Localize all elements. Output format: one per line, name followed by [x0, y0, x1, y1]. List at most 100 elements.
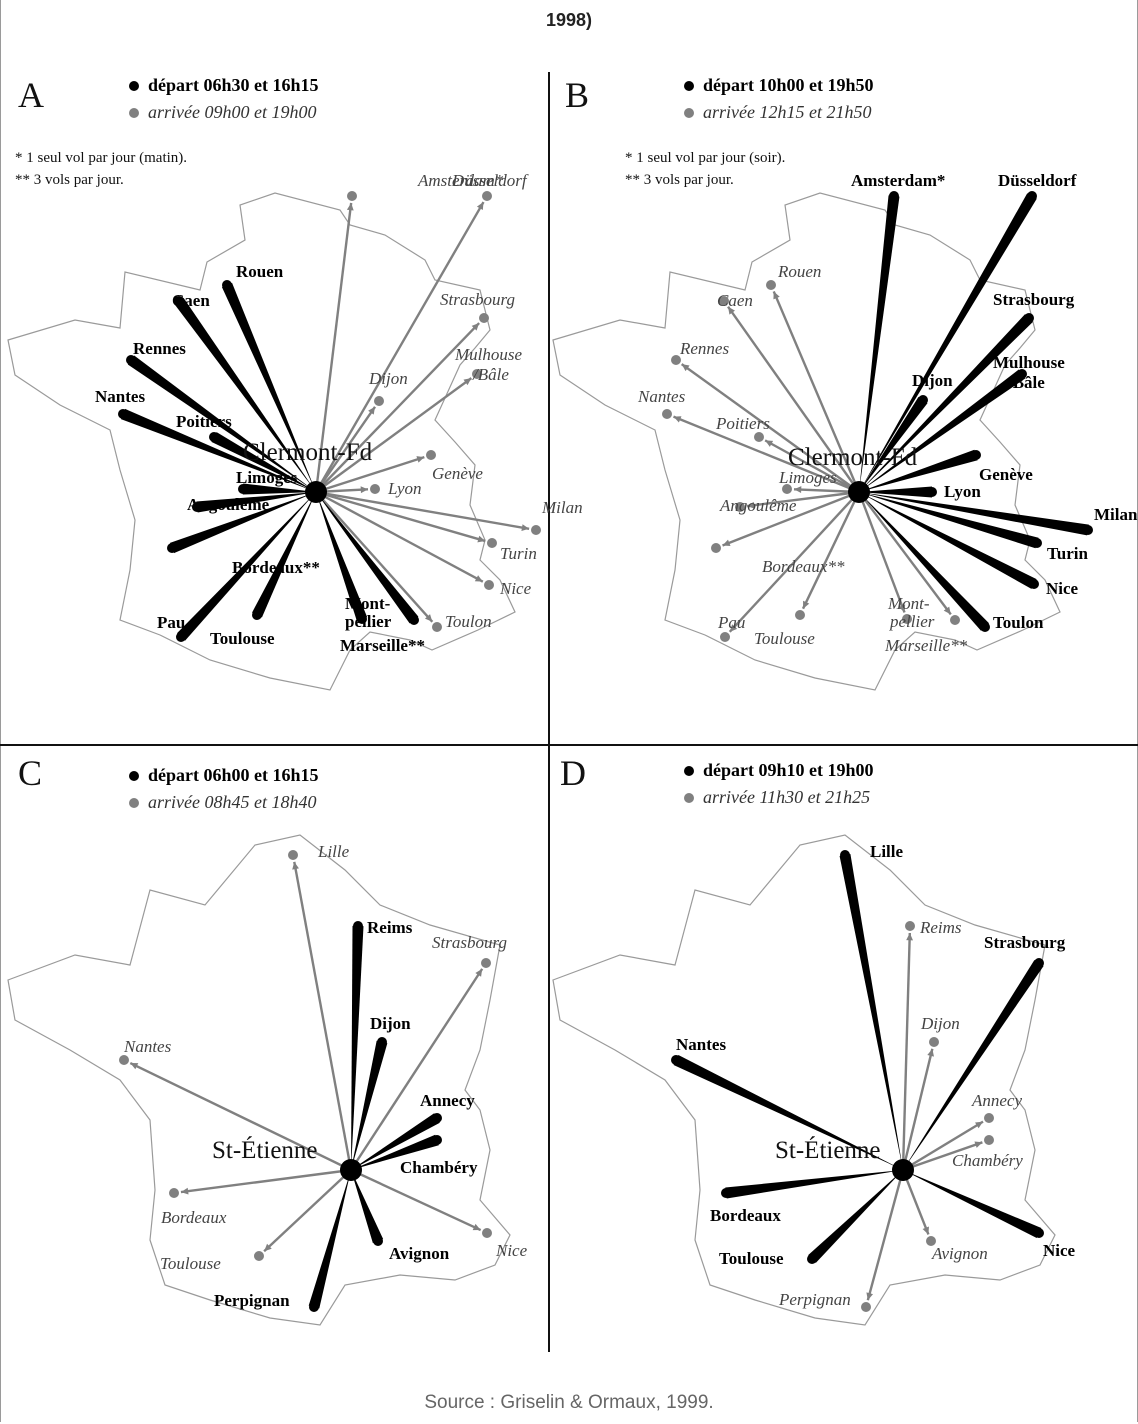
route-nantes	[120, 408, 316, 492]
city-dot-mont	[902, 614, 912, 624]
route-caen	[727, 306, 860, 493]
route-limoges	[242, 483, 316, 495]
city-dot-toulouse	[795, 610, 805, 620]
city-dot-poitiers	[754, 432, 764, 442]
route-poitiers	[211, 432, 316, 492]
city-dot-dusseldorf	[482, 191, 492, 201]
route-dijon	[901, 1048, 934, 1171]
route-toulouse-head	[264, 1243, 272, 1252]
route-nice	[859, 492, 1037, 589]
route-avignon	[351, 1170, 384, 1243]
route-nice-head	[474, 575, 483, 582]
city-dot-pau	[176, 632, 186, 642]
city-label-bordeaux: Bordeaux**	[232, 558, 320, 577]
city-dot-milan	[1083, 525, 1093, 535]
city-label-nice: Nice	[495, 1241, 528, 1260]
city-label-bale: /Bâle	[1007, 373, 1045, 392]
city-dot-milan	[531, 525, 541, 535]
city-dot-nantes	[119, 1055, 129, 1065]
route-chambery	[351, 1134, 439, 1170]
hub-marker	[305, 481, 327, 503]
city-label-bordeaux: Bordeaux**	[762, 557, 845, 576]
city-label-toulouse: Toulouse	[754, 629, 815, 648]
city-dot-angouleme	[192, 502, 202, 512]
city-label-bordeaux: Bordeaux	[710, 1206, 781, 1225]
legend-arrival-dot	[129, 798, 139, 808]
city-label-avignon: Avignon	[931, 1244, 988, 1263]
city-dot-pau	[720, 632, 730, 642]
route-nantes	[129, 1061, 352, 1172]
city-label-pellier: pellier	[889, 612, 935, 631]
city-label-bordeaux: Bordeaux	[161, 1208, 227, 1227]
route-mont-head	[898, 604, 906, 613]
city-dot-perpignan	[309, 1302, 319, 1312]
city-label-strasbourg: Strasbourg	[984, 933, 1066, 952]
route-amsterdam	[314, 202, 353, 493]
city-label-rouen: Rouen	[236, 262, 284, 281]
legend-departure: départ 10h00 et 19h50	[703, 75, 874, 95]
city-label-pellier: pellier	[345, 612, 392, 631]
city-dot-mulhouse	[472, 369, 482, 379]
city-dot-toulon	[432, 622, 442, 632]
city-label-bale: /Bâle	[472, 365, 509, 384]
route-geneve-head	[416, 456, 425, 463]
city-label-geneve: Genève	[979, 465, 1033, 484]
route-geneve	[859, 449, 978, 492]
city-label-reims: Reims	[367, 918, 413, 937]
city-label-nantes: Nantes	[637, 387, 686, 406]
hub-label: St-Étienne	[212, 1136, 318, 1164]
route-bordeaux	[722, 490, 860, 547]
route-annecy	[902, 1120, 984, 1172]
city-dot-nice	[1034, 1228, 1044, 1238]
city-label-reims: Reims	[919, 918, 962, 937]
route-chambery	[902, 1141, 983, 1172]
route-lyon-head	[360, 486, 369, 494]
route-turin	[315, 490, 486, 543]
panel-letter: D	[560, 753, 586, 793]
legend-departure: départ 09h10 et 19h00	[703, 760, 874, 780]
city-dot-bordeaux	[169, 1188, 179, 1198]
city-dot-bordeaux	[167, 543, 177, 553]
city-label-milan: Milan	[1094, 505, 1138, 524]
city-dot-dusseldorf	[1027, 191, 1037, 201]
city-dot-lyon	[927, 487, 937, 497]
city-label-mont: Mont-	[345, 594, 391, 613]
city-dot-bordeaux	[721, 1188, 731, 1198]
legend-arrival: arrivée 09h00 et 19h00	[148, 102, 316, 122]
route-toulon-head	[424, 614, 433, 622]
hub-marker	[340, 1159, 362, 1181]
route-nantes-head	[673, 416, 682, 423]
city-label-perpignan: Perpignan	[778, 1290, 851, 1309]
city-label-strasbourg: Strasbourg	[993, 290, 1075, 309]
route-strasbourg	[859, 314, 1033, 492]
route-avignon-head	[922, 1226, 929, 1235]
route-pau	[728, 491, 860, 633]
city-label-limoges: Limoges	[236, 468, 298, 487]
city-label-rouen: Rouen	[777, 262, 821, 281]
city-label-poitiers: Poitiers	[176, 412, 232, 431]
legend-arrival-dot	[129, 108, 139, 118]
route-lyon	[859, 486, 932, 498]
route-turin	[859, 492, 1039, 549]
city-dot-limoges	[782, 484, 792, 494]
footnote: ** 3 vols par jour.	[625, 172, 734, 188]
route-dijon	[859, 396, 928, 492]
city-dot-dijon	[374, 396, 384, 406]
city-dot-strasbourg	[481, 958, 491, 968]
city-label-lille: Lille	[317, 842, 350, 861]
route-caen-head	[728, 306, 736, 315]
route-dusseldorf	[859, 193, 1037, 492]
city-label-pau: Pau	[717, 613, 745, 632]
footnote: ** 3 vols par jour.	[15, 172, 124, 188]
route-strasbourg-head	[471, 323, 480, 331]
route-toulouse	[263, 1169, 352, 1253]
city-dot-annecy	[984, 1113, 994, 1123]
city-label-mont: Mont-	[887, 594, 930, 613]
route-toulouse	[808, 1170, 903, 1263]
legend-arrival: arrivée 12h15 et 21h50	[703, 102, 871, 122]
city-dot-avignon	[926, 1236, 936, 1246]
city-label-lille: Lille	[870, 842, 904, 861]
route-perpignan	[308, 1170, 351, 1309]
